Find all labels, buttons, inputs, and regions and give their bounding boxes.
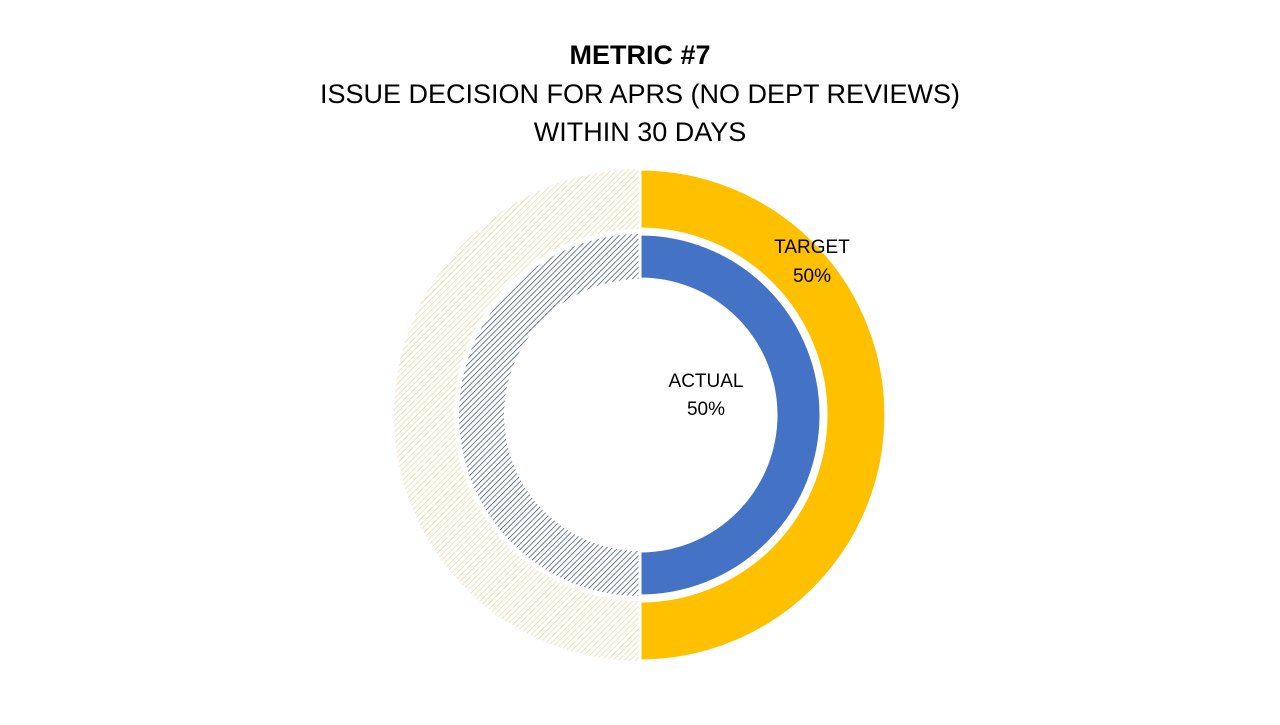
segment-label: ACTUAL: [669, 371, 744, 392]
donut-segment: [638, 232, 823, 598]
value-label: 50%: [687, 399, 725, 420]
donut-segment: [638, 167, 888, 663]
chart-subtitle: WITHIN 30 DAYS: [534, 117, 747, 147]
chart-subtitle: ISSUE DECISION FOR APRS (NO DEPT REVIEWS…: [320, 79, 960, 109]
value-label: 50%: [793, 266, 831, 287]
chart-title: METRIC #7: [569, 40, 710, 70]
segment-label: TARGET: [774, 237, 850, 258]
